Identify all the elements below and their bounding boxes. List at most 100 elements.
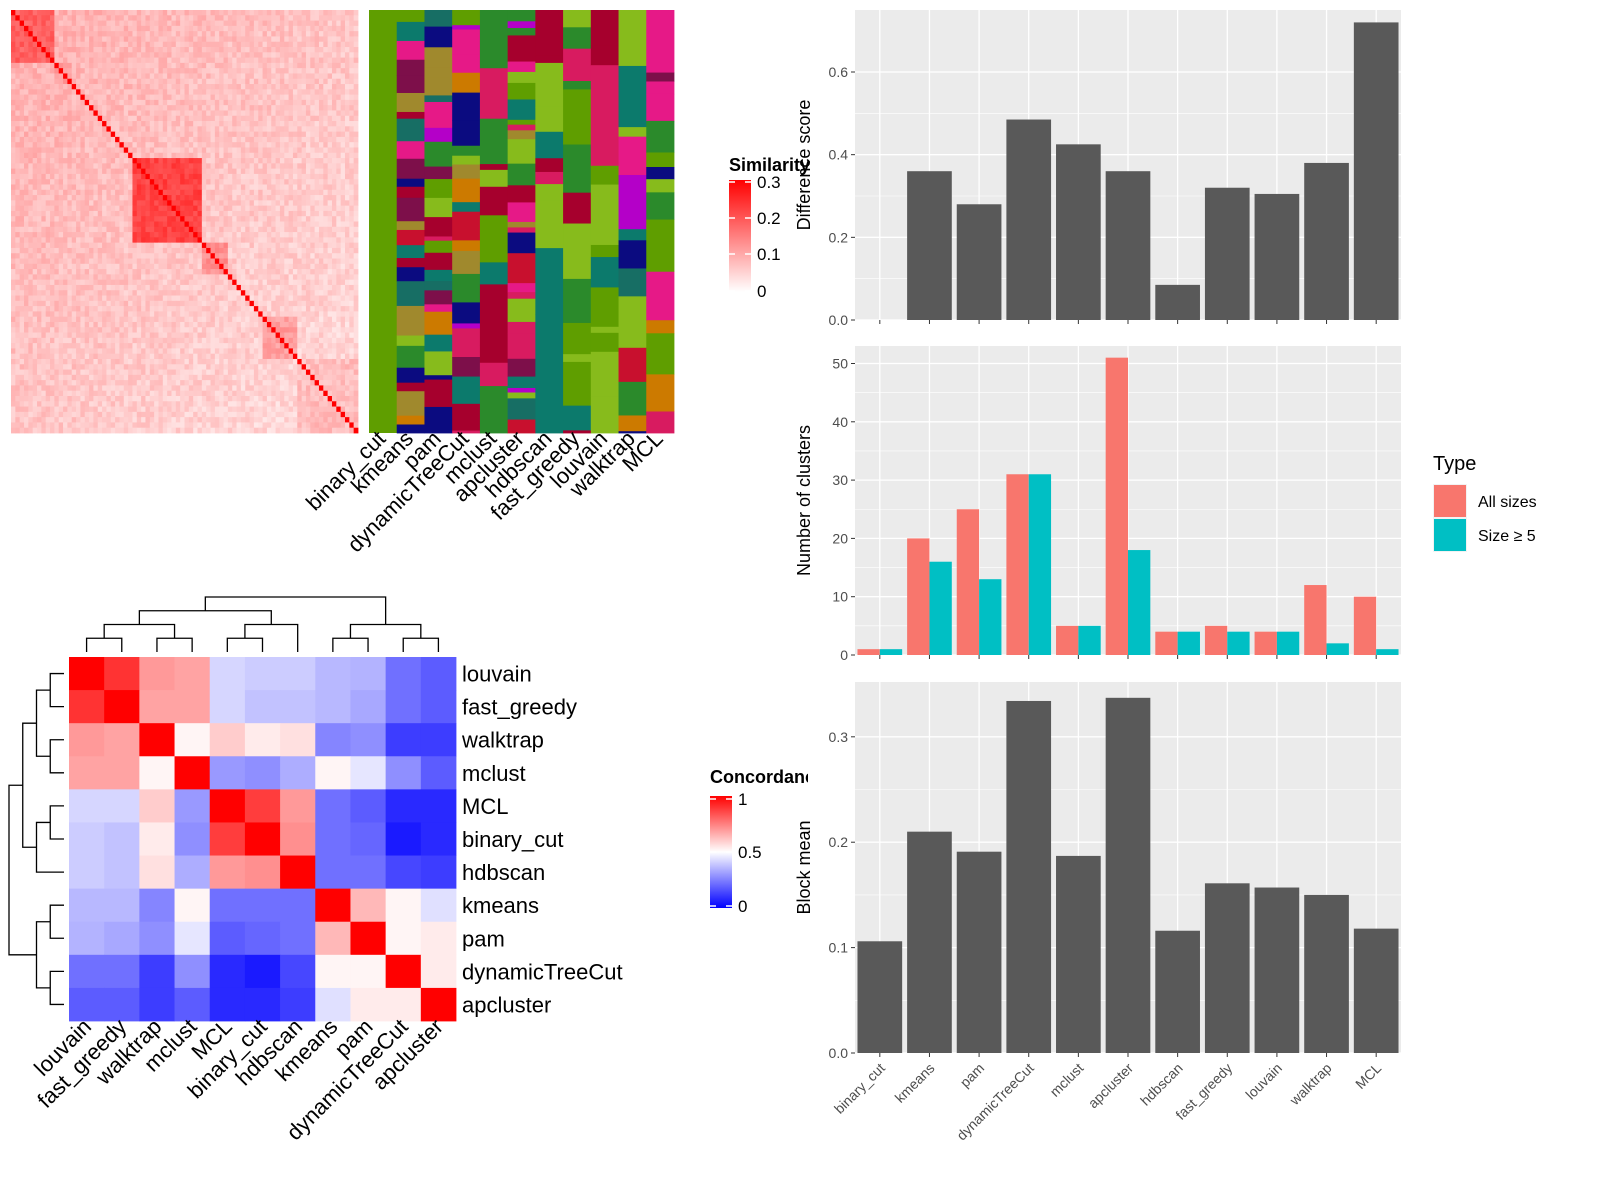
similarity-cell <box>258 226 263 233</box>
similarity-cell <box>344 232 350 238</box>
similarity-cell <box>288 10 294 16</box>
similarity-cell <box>15 279 21 286</box>
similarity-cell <box>175 147 181 154</box>
similarity-cell <box>180 94 185 101</box>
similarity-cell <box>76 205 81 212</box>
similarity-cell <box>149 179 155 185</box>
similarity-cell <box>175 184 181 191</box>
similarity-cell <box>214 36 220 43</box>
similarity-cell <box>353 226 359 233</box>
similarity-cell <box>63 147 68 154</box>
similarity-cell <box>132 62 138 69</box>
similarity-cell <box>349 237 355 244</box>
similarity-cell <box>11 195 16 201</box>
similarity-cell <box>171 15 177 21</box>
similarity-cell <box>301 142 307 148</box>
similarity-cell <box>15 295 21 302</box>
similarity-cell <box>318 279 324 286</box>
similarity-cell <box>24 295 29 302</box>
similarity-cell <box>297 142 303 148</box>
similarity-cell <box>236 221 242 228</box>
similarity-cell <box>323 105 329 111</box>
similarity-cell <box>50 210 55 217</box>
similarity-cell <box>76 332 81 339</box>
similarity-cell <box>132 274 138 281</box>
similarity-cell <box>71 163 77 170</box>
similarity-cell <box>171 184 177 191</box>
similarity-cell <box>240 99 246 106</box>
similarity-cell <box>305 210 311 217</box>
similarity-cell <box>132 306 138 312</box>
similarity-cell <box>45 47 51 53</box>
similarity-cell <box>154 173 159 180</box>
similarity-cell <box>184 210 190 217</box>
similarity-cell <box>310 295 316 302</box>
similarity-cell <box>45 15 51 21</box>
similarity-cell <box>50 200 55 207</box>
similarity-cell <box>201 168 207 175</box>
similarity-cell <box>223 200 229 207</box>
similarity-cell <box>128 263 133 270</box>
similarity-cell <box>80 142 86 148</box>
similarity-cell <box>162 269 168 275</box>
similarity-cell <box>136 136 142 143</box>
similarity-cell <box>297 179 303 185</box>
similarity-cell <box>288 121 294 127</box>
similarity-cell <box>80 242 86 249</box>
similarity-cell <box>110 115 116 122</box>
similarity-cell <box>301 20 307 27</box>
similarity-cell <box>323 73 329 80</box>
similarity-cell <box>240 57 246 64</box>
similarity-cell <box>323 274 329 281</box>
similarity-cell <box>336 195 342 201</box>
similarity-cell <box>279 68 285 74</box>
similarity-cell <box>136 232 142 238</box>
similarity-cell <box>349 115 355 122</box>
similarity-cell <box>288 290 294 296</box>
similarity-cell <box>314 306 320 312</box>
similarity-cell <box>188 31 194 37</box>
similarity-cell <box>128 242 133 249</box>
similarity-cell <box>275 179 281 185</box>
similarity-cell <box>175 126 181 133</box>
similarity-cell <box>318 306 324 312</box>
similarity-cell <box>158 15 164 21</box>
similarity-cell <box>102 258 107 265</box>
similarity-cell <box>301 89 307 95</box>
similarity-cell <box>188 110 194 117</box>
similarity-cell <box>115 290 120 296</box>
similarity-cell <box>71 41 77 48</box>
similarity-cell <box>249 242 255 249</box>
similarity-cell <box>50 269 55 275</box>
similarity-cell <box>310 121 316 127</box>
similarity-cell <box>258 110 263 117</box>
similarity-cell <box>219 226 224 233</box>
similarity-cell <box>344 147 350 154</box>
similarity-cell <box>102 152 107 159</box>
similarity-cell <box>206 290 211 296</box>
similarity-cell <box>136 41 142 48</box>
similarity-cell <box>32 68 38 74</box>
similarity-cell <box>323 173 329 180</box>
similarity-cell <box>171 327 177 333</box>
similarity-cell <box>297 47 303 53</box>
similarity-cell <box>253 57 259 64</box>
similarity-cell <box>310 15 316 21</box>
similarity-cell <box>84 47 90 53</box>
similarity-cell <box>318 57 324 64</box>
similarity-cell <box>279 321 285 328</box>
similarity-cell <box>314 62 320 69</box>
similarity-cell <box>19 247 25 254</box>
similarity-cell <box>180 200 185 207</box>
similarity-cell <box>28 210 34 217</box>
similarity-cell <box>232 47 237 53</box>
similarity-cell <box>314 147 320 154</box>
similarity-cell <box>249 62 255 69</box>
similarity-cell <box>223 258 229 265</box>
similarity-cell <box>84 200 90 207</box>
similarity-cell <box>110 311 116 318</box>
similarity-cell <box>132 284 138 291</box>
similarity-cell <box>240 47 246 53</box>
similarity-cell <box>314 311 320 318</box>
similarity-cell <box>284 41 289 48</box>
